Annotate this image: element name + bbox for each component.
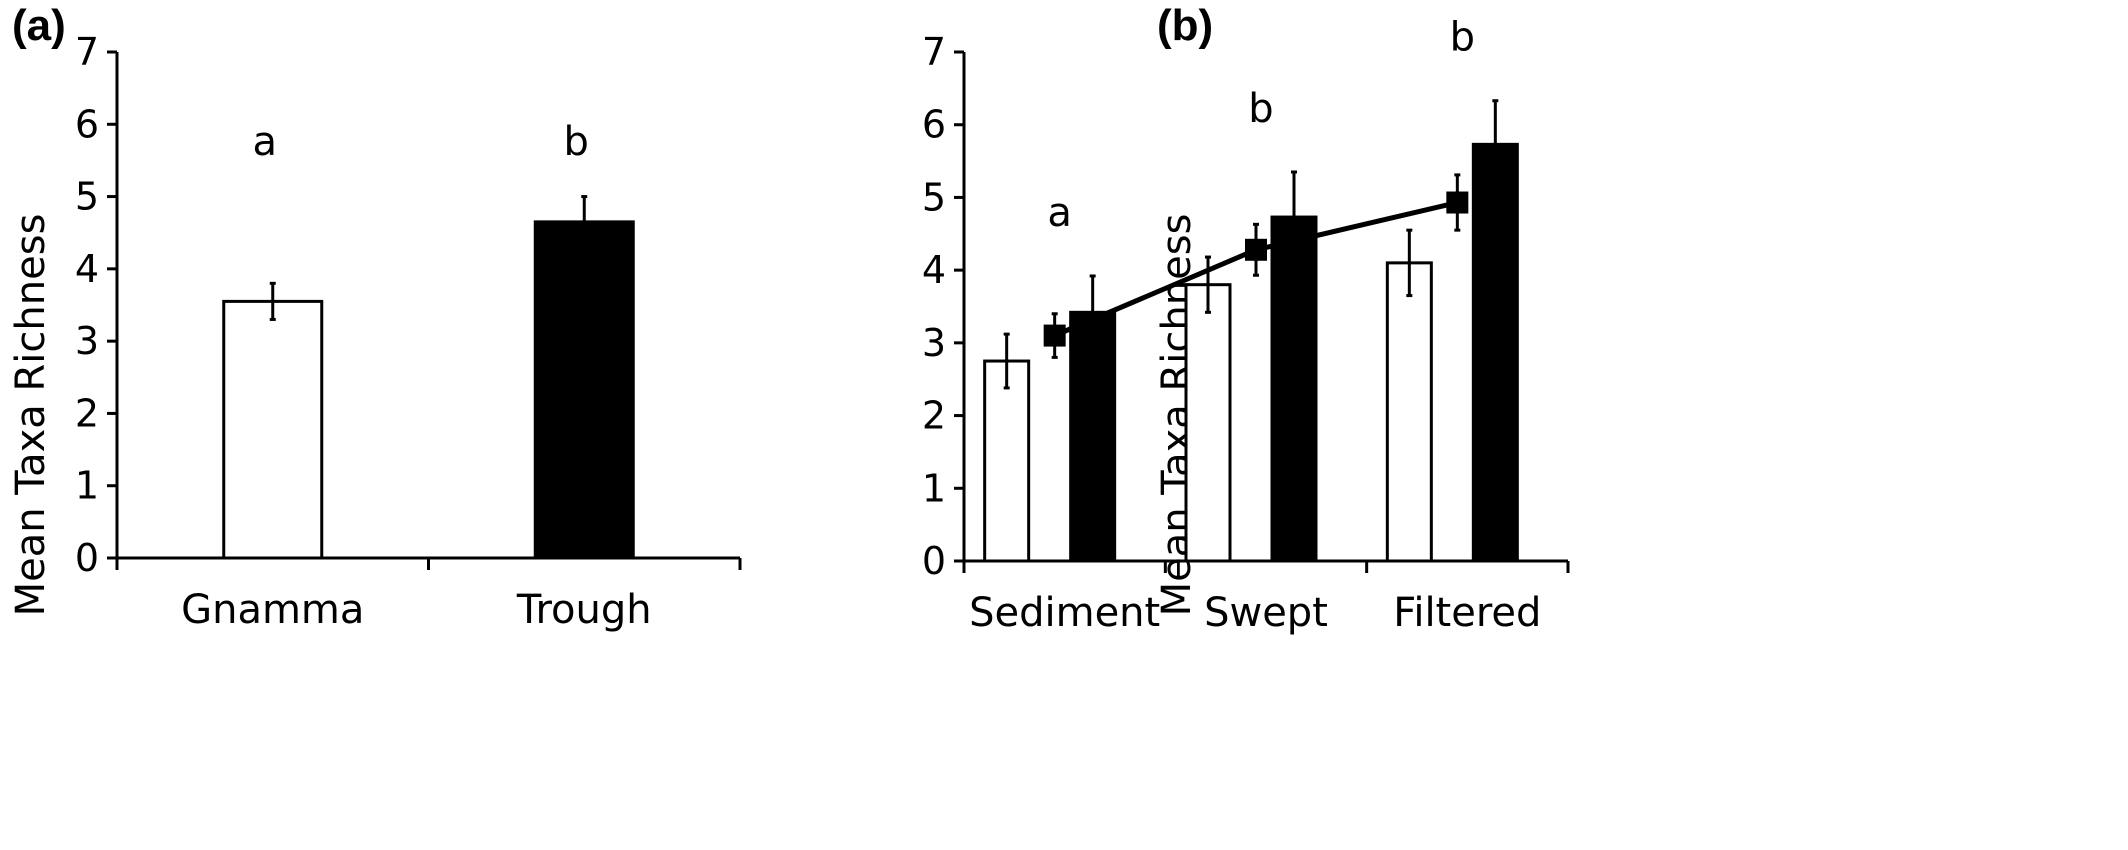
panel-b-category-label: Swept — [1204, 590, 1328, 636]
panel-b-y-tick-label: 1 — [922, 466, 946, 510]
panel-a: (a) Mean Taxa Richness 0 1 2 3 4 5 6 7 Gnamma Tro… — [8, 1, 742, 633]
panel-a-y-tick-label: 6 — [75, 102, 99, 146]
panel-b-y-tick-label: 5 — [922, 175, 946, 219]
panel-a-y-axis-title: Mean Taxa Richness — [8, 214, 54, 617]
panel-a-category-label: Trough — [516, 587, 652, 633]
panel-a-bar-gnamma — [222, 299, 324, 560]
panel-b-line-marker — [1446, 191, 1469, 214]
panel-a-y-tick-label: 1 — [75, 464, 99, 508]
panel-b-white-bar — [1184, 283, 1232, 563]
panel-b-black-bar — [1270, 215, 1318, 563]
panel-a-y-tick-label: 5 — [75, 175, 99, 219]
panel-b-black-bar — [1069, 310, 1117, 563]
panel-b-line-marker — [1245, 238, 1267, 261]
panel-b-significance-label: b — [1248, 86, 1273, 132]
panel-a-bar-trough — [533, 220, 635, 560]
panel-b-line-marker — [1043, 324, 1066, 347]
panel-a-y-tick-label: 4 — [75, 247, 99, 291]
panel-b-y-tick-label: 4 — [922, 248, 946, 292]
panel-b-y-tick-label: 7 — [922, 30, 946, 74]
panel-a-significance-label: a — [252, 119, 277, 165]
panel-b-category-label: Filtered — [1393, 590, 1541, 636]
panel-b-white-bar — [1385, 261, 1433, 563]
panel-b-y-tick-label: 3 — [922, 321, 946, 365]
panel-a-y-tick-label: 2 — [75, 391, 99, 435]
panel-b-category-label: Sediment — [969, 590, 1160, 636]
panel-a-y-tick-label: 3 — [75, 319, 99, 363]
panel-b-y-tick-label: 2 — [922, 394, 946, 438]
panel-a-y-tick-label: 7 — [75, 30, 99, 74]
panel-b-label: (b) — [1157, 1, 1213, 50]
panel-a-label: (a) — [12, 1, 66, 50]
panel-a-y-tick-label: 0 — [75, 536, 99, 580]
panel-b-y-tick-label: 6 — [922, 103, 946, 147]
panel-a-category-label: Gnamma — [181, 587, 364, 633]
panel-b-black-bar — [1471, 142, 1519, 563]
panel-b-y-tick-label: 0 — [922, 539, 946, 583]
panel-b-significance-label: a — [1047, 190, 1072, 236]
panel-a-significance-label: b — [564, 119, 589, 165]
panel-b-significance-label: b — [1450, 15, 1475, 61]
panel-b-white-bar — [983, 359, 1031, 563]
